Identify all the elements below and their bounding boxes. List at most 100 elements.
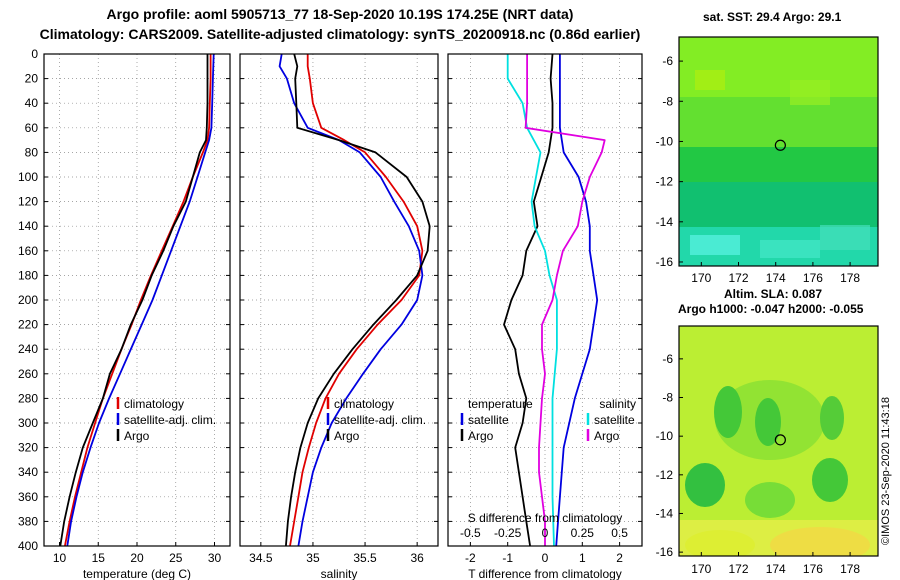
sla-map-title-line1: Altim. SLA: 0.087 bbox=[724, 287, 823, 301]
x-tick-label: 30 bbox=[208, 551, 222, 565]
sst-warm-patch-2 bbox=[790, 80, 830, 105]
legend-label: Argo bbox=[594, 429, 620, 443]
legend-label: satellite-adj. clim. bbox=[124, 413, 216, 427]
y-tick-label: 240 bbox=[18, 342, 38, 356]
y-tick-label: 340 bbox=[18, 465, 38, 479]
sst-cold-patch-1 bbox=[690, 235, 740, 255]
series-line-climatology bbox=[289, 54, 424, 547]
plot-frame bbox=[43, 53, 231, 547]
map-x-tick-label: 170 bbox=[691, 271, 711, 285]
map-x-tick-label: 176 bbox=[803, 562, 823, 576]
x-tick-label: -2 bbox=[465, 551, 476, 565]
legend-header-temperature: temperature bbox=[468, 397, 533, 411]
float-position-marker bbox=[774, 139, 786, 151]
x-tick-label: 25 bbox=[169, 551, 183, 565]
map-y-tick-label: -14 bbox=[656, 215, 674, 229]
y-tick-label: 140 bbox=[18, 219, 38, 233]
legend-label: satellite bbox=[468, 413, 509, 427]
x-axis-label: temperature (deg C) bbox=[83, 567, 191, 580]
imos-credit: ©IMOS 23-Sep-2020 11:43:18 bbox=[880, 397, 892, 545]
x-tick-label: 2 bbox=[616, 551, 623, 565]
x-tick-label: -1 bbox=[502, 551, 513, 565]
series-line-argo bbox=[285, 53, 431, 547]
legend-label: climatology bbox=[124, 397, 184, 411]
x-tick-label: 0 bbox=[542, 551, 549, 565]
y-tick-label: 180 bbox=[18, 268, 38, 282]
map-y-tick-label: -16 bbox=[656, 545, 674, 559]
sst-map bbox=[679, 37, 878, 266]
legend-label: Argo bbox=[468, 429, 494, 443]
secondary-x-tick-label: 0.5 bbox=[611, 526, 628, 540]
y-tick-label: 200 bbox=[18, 293, 38, 307]
y-tick-label: 60 bbox=[25, 121, 39, 135]
x-axis-label: salinity bbox=[321, 567, 358, 580]
map-y-tick-label: -10 bbox=[656, 429, 674, 443]
y-tick-label: 120 bbox=[18, 195, 38, 209]
map-x-tick-label: 176 bbox=[803, 271, 823, 285]
series-line-salinity-satellite bbox=[506, 54, 558, 547]
x-axis-label: T difference from climatology bbox=[468, 567, 622, 580]
y-tick-label: 300 bbox=[18, 416, 38, 430]
x-tick-label: 1 bbox=[579, 551, 586, 565]
sst-warm-patch-1 bbox=[695, 70, 725, 90]
map-x-tick-label: 178 bbox=[840, 271, 860, 285]
legend-label: satellite-adj. clim. bbox=[334, 413, 426, 427]
map-x-tick-label: 178 bbox=[840, 562, 860, 576]
y-tick-label: 360 bbox=[18, 490, 38, 504]
sst-cold-patch-2 bbox=[760, 240, 820, 258]
legend-label: Argo bbox=[334, 429, 360, 443]
y-tick-label: 380 bbox=[18, 514, 38, 528]
y-tick-label: 260 bbox=[18, 367, 38, 381]
secondary-x-tick-label: 0 bbox=[542, 526, 549, 540]
chart-title-line2: Climatology: CARS2009. Satellite-adjuste… bbox=[39, 26, 641, 42]
panel-salinity: 34.5 35 35.5 36 salinity bbox=[239, 53, 439, 580]
plot-frame bbox=[239, 53, 439, 547]
map-x-tick-label: 174 bbox=[766, 271, 786, 285]
sla-low-eddy-2 bbox=[755, 398, 781, 446]
panel-temperature: 10 15 20 25 30 temperature (deg C) bbox=[43, 53, 231, 580]
series-line-satellite-adj-clim- bbox=[278, 53, 424, 547]
map-y-tick-label: -6 bbox=[662, 352, 673, 366]
map-y-tick-label: -12 bbox=[656, 468, 674, 482]
x-tick-label: 34.5 bbox=[249, 551, 273, 565]
y-tick-label: 280 bbox=[18, 391, 38, 405]
sst-mid-band bbox=[679, 97, 878, 147]
secondary-x-tick-label: -0.25 bbox=[494, 526, 522, 540]
x-tick-label: 15 bbox=[92, 551, 106, 565]
secondary-x-tick-label: 0.25 bbox=[571, 526, 595, 540]
legend-label: satellite bbox=[594, 413, 635, 427]
y-tick-label: 100 bbox=[18, 170, 38, 184]
x-tick-label: 36 bbox=[410, 551, 424, 565]
series-line-climatology bbox=[64, 54, 212, 547]
map-x-tick-label: 172 bbox=[728, 271, 748, 285]
sst-cold-patch-3 bbox=[820, 225, 870, 250]
sst-map-title: sat. SST: 29.4 Argo: 29.1 bbox=[703, 10, 842, 24]
sst-cool-band-1 bbox=[679, 147, 878, 182]
series-line-salinity-argo bbox=[524, 54, 606, 546]
map-y-tick-label: -14 bbox=[656, 506, 674, 520]
y-tick-label: 0 bbox=[31, 47, 38, 61]
map-y-tick-label: -10 bbox=[656, 134, 674, 148]
map-y-tick-label: -8 bbox=[662, 94, 673, 108]
sla-low-eddy-1 bbox=[714, 386, 742, 438]
float-position-marker bbox=[774, 434, 786, 446]
series-line-temperature-satellite bbox=[555, 54, 599, 547]
series-line-satellite-adj-clim- bbox=[66, 53, 215, 547]
y-tick-label: 320 bbox=[18, 441, 38, 455]
sla-map-title-line2: Argo h1000: -0.047 h2000: -0.055 bbox=[678, 302, 864, 316]
map-y-tick-label: -6 bbox=[662, 54, 673, 68]
x-tick-label: 10 bbox=[53, 551, 67, 565]
legend-label: Argo bbox=[124, 429, 150, 443]
sla-high-area-2 bbox=[685, 530, 755, 556]
y-tick-label: 220 bbox=[18, 318, 38, 332]
sla-high-area-1 bbox=[770, 527, 870, 556]
secondary-x-tick-label: -0.5 bbox=[460, 526, 481, 540]
secondary-x-axis-label: S difference from climatology bbox=[468, 511, 623, 525]
map-x-tick-label: 172 bbox=[728, 562, 748, 576]
sla-low-eddy-6 bbox=[745, 482, 795, 518]
series-line-temperature-argo bbox=[503, 53, 554, 547]
y-tick-label: 40 bbox=[25, 96, 39, 110]
legend-header-salinity: salinity bbox=[599, 397, 636, 411]
sla-low-eddy-4 bbox=[685, 463, 725, 507]
